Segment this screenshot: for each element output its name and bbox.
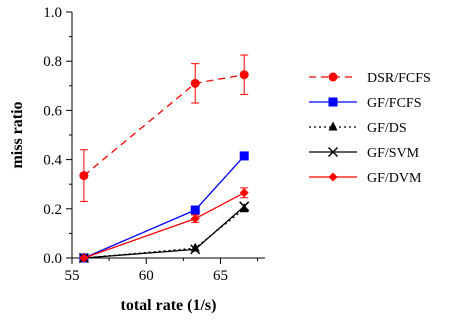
data-point bbox=[79, 171, 89, 181]
y-tick-label: 0.4 bbox=[43, 153, 62, 169]
axes: 0.0 0.2 0.4 0.6 0.8 1.0 55 60 65 bbox=[43, 5, 265, 284]
legend-label: GF/DS bbox=[367, 121, 407, 136]
data-point bbox=[190, 244, 201, 255]
legend-label: DSR/FCFS bbox=[367, 71, 431, 86]
y-tick-label: 1.0 bbox=[43, 5, 62, 21]
y-axis-title: miss ratio bbox=[9, 101, 26, 168]
series-line bbox=[83, 208, 245, 259]
series-gf-dvm bbox=[79, 187, 249, 263]
y-tick-label: 0.2 bbox=[43, 202, 62, 218]
legend-label: GF/SVM bbox=[367, 146, 420, 161]
y-tick-label: 0.8 bbox=[43, 54, 62, 70]
legend-marker bbox=[328, 172, 338, 182]
legend-label: GF/FCFS bbox=[367, 96, 421, 111]
series-dsr-fcfs bbox=[79, 54, 249, 202]
y-tick-label: 0.0 bbox=[43, 251, 62, 267]
data-point bbox=[239, 151, 249, 161]
x-tick-label: 55 bbox=[65, 268, 80, 284]
data-point bbox=[239, 70, 249, 80]
data-point bbox=[190, 214, 200, 224]
legend-item: GF/FCFS bbox=[309, 96, 421, 111]
legend-marker bbox=[328, 121, 338, 131]
data-point bbox=[190, 205, 200, 215]
series-layer bbox=[78, 54, 250, 264]
y-tick-label: 0.6 bbox=[43, 103, 62, 119]
series-gf-ds bbox=[79, 203, 249, 262]
legend-item: GF/DVM bbox=[309, 171, 422, 186]
legend-item: DSR/FCFS bbox=[309, 71, 431, 86]
x-tick-label: 65 bbox=[213, 268, 228, 284]
legend-label: GF/DVM bbox=[367, 171, 422, 186]
series-gf-svm bbox=[78, 201, 250, 264]
data-point bbox=[79, 253, 89, 263]
series-line bbox=[83, 155, 245, 259]
legend-marker bbox=[328, 72, 338, 82]
x-axis-title: total rate (1/s) bbox=[121, 297, 217, 314]
legend: DSR/FCFS GF/FCFS GF/DS GF/SVM GF/DVM bbox=[309, 71, 431, 186]
data-point bbox=[239, 203, 249, 213]
series-line bbox=[83, 74, 245, 177]
legend-item: GF/DS bbox=[309, 121, 407, 136]
legend-marker bbox=[328, 97, 338, 107]
legend-item: GF/SVM bbox=[309, 146, 420, 161]
series-line bbox=[83, 205, 245, 259]
data-point bbox=[239, 188, 249, 198]
x-tick-label: 60 bbox=[139, 268, 154, 284]
data-point bbox=[190, 78, 200, 88]
series-gf-fcfs bbox=[79, 151, 249, 263]
legend-marker bbox=[327, 146, 339, 158]
data-point bbox=[239, 201, 250, 212]
